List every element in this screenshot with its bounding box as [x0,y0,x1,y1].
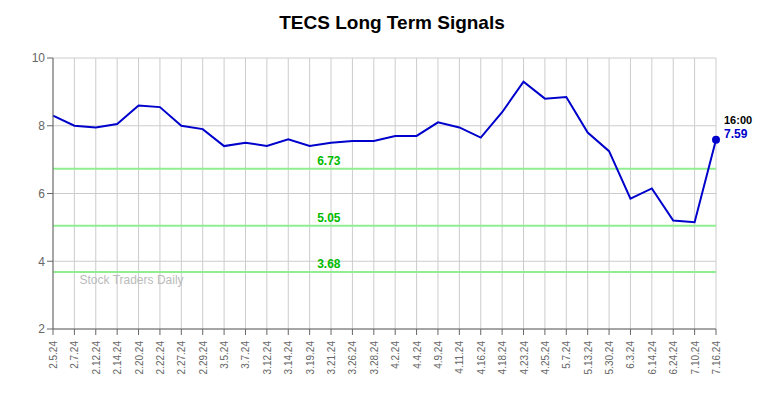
svg-text:4.9.24: 4.9.24 [433,341,444,369]
svg-text:3.28.24: 3.28.24 [369,341,380,375]
svg-text:2.22.24: 2.22.24 [155,341,166,375]
svg-text:2.29.24: 2.29.24 [198,341,209,375]
svg-text:6: 6 [38,187,45,201]
svg-text:4.25.24: 4.25.24 [540,341,551,375]
svg-text:5.7.24: 5.7.24 [561,341,572,369]
svg-text:10: 10 [32,51,46,65]
svg-text:3.19.24: 3.19.24 [305,341,316,375]
html-text:Stock Traders Daily: Stock Traders Daily [79,273,184,288]
svg-text:3.7.24: 3.7.24 [240,341,251,369]
svg-text:6.73: 6.73 [317,154,341,168]
svg-text:4.23.24: 4.23.24 [519,341,530,375]
svg-text:6.24.24: 6.24.24 [668,341,679,375]
svg-text:4.11.24: 4.11.24 [454,341,465,374]
html-text:TECS Long Term Signals: TECS Long Term Signals [279,12,505,33]
svg-text:6.3.24: 6.3.24 [625,341,636,369]
svg-text:5.05: 5.05 [317,211,341,225]
svg-text:4.2.24: 4.2.24 [390,341,401,369]
svg-text:2.14.24: 2.14.24 [112,341,123,375]
svg-text:3.26.24: 3.26.24 [347,341,358,375]
svg-text:7.10.24: 7.10.24 [690,341,701,375]
svg-text:16:00: 16:00 [724,114,752,126]
svg-text:3.68: 3.68 [317,257,341,271]
svg-text:3.12.24: 3.12.24 [262,341,273,375]
svg-text:3.5.24: 3.5.24 [219,341,230,369]
svg-text:2.27.24: 2.27.24 [176,341,187,375]
svg-text:2.7.24: 2.7.24 [69,341,80,369]
svg-text:7.59: 7.59 [724,127,748,141]
svg-text:4.18.24: 4.18.24 [497,341,508,375]
svg-text:5.13.24: 5.13.24 [583,341,594,375]
svg-text:2.5.24: 2.5.24 [48,341,59,369]
svg-text:4.16.24: 4.16.24 [476,341,487,375]
svg-text:6.14.24: 6.14.24 [647,341,658,375]
svg-text:8: 8 [38,119,45,133]
svg-text:4: 4 [38,255,45,269]
svg-text:2.20.24: 2.20.24 [134,341,145,375]
svg-text:7.16.24: 7.16.24 [711,341,722,375]
svg-text:4.4.24: 4.4.24 [412,341,423,369]
svg-text:2.12.24: 2.12.24 [91,341,102,375]
svg-text:2: 2 [38,322,45,336]
svg-text:3.14.24: 3.14.24 [283,341,294,375]
svg-text:5.30.24: 5.30.24 [604,341,615,375]
svg-text:3.21.24: 3.21.24 [326,341,337,375]
